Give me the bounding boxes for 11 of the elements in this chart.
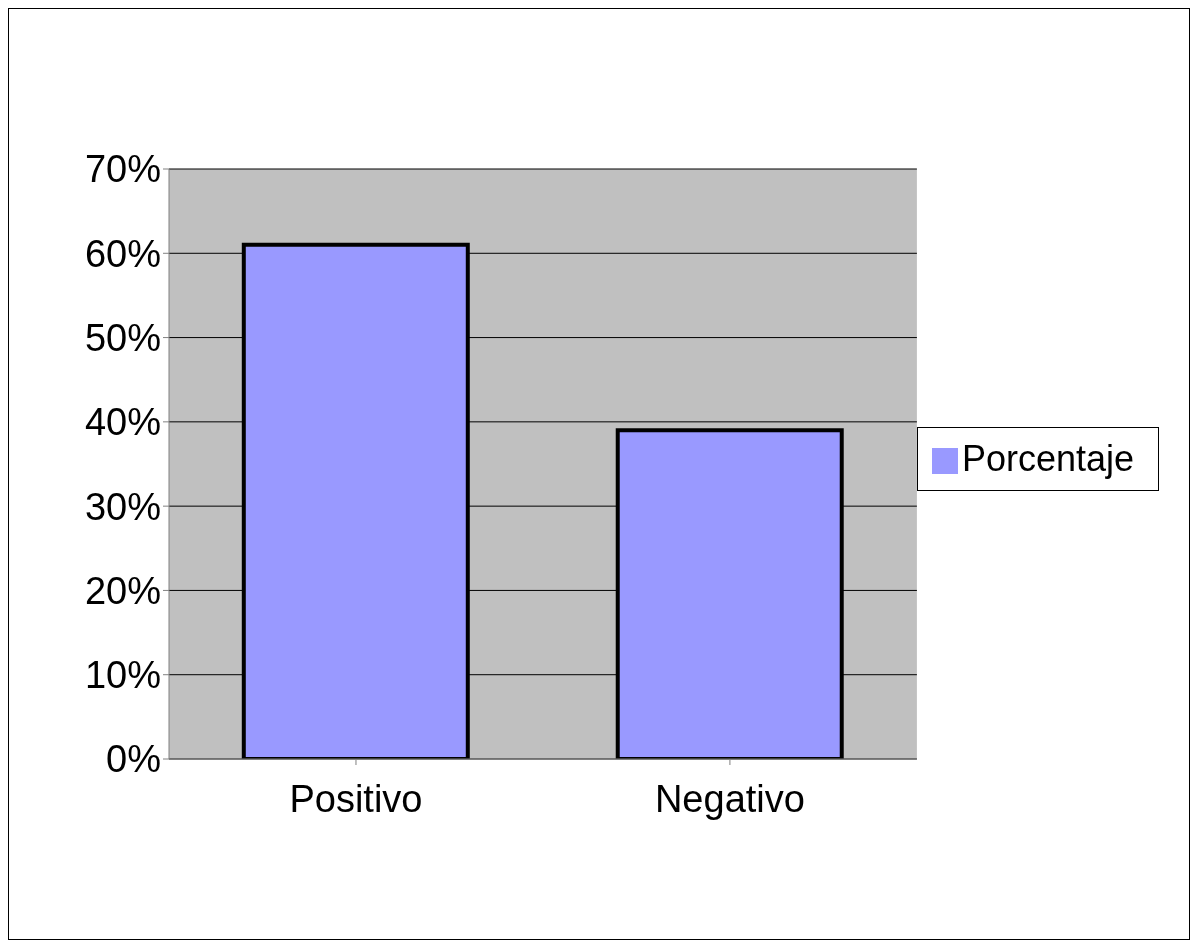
y-tick-label: 70% bbox=[84, 148, 161, 191]
legend-label: Porcentaje bbox=[961, 438, 1134, 479]
x-tick-label: Negativo bbox=[654, 777, 805, 820]
y-tick-label: 50% bbox=[84, 317, 161, 360]
y-tick-label: 30% bbox=[84, 485, 161, 528]
x-tick-label: Positivo bbox=[289, 777, 423, 820]
y-tick-label: 0% bbox=[106, 738, 161, 781]
y-tick-label: 60% bbox=[84, 232, 161, 275]
y-tick-label: 40% bbox=[84, 401, 161, 444]
y-tick-label: 20% bbox=[84, 569, 161, 612]
y-tick-label: 10% bbox=[84, 654, 161, 697]
